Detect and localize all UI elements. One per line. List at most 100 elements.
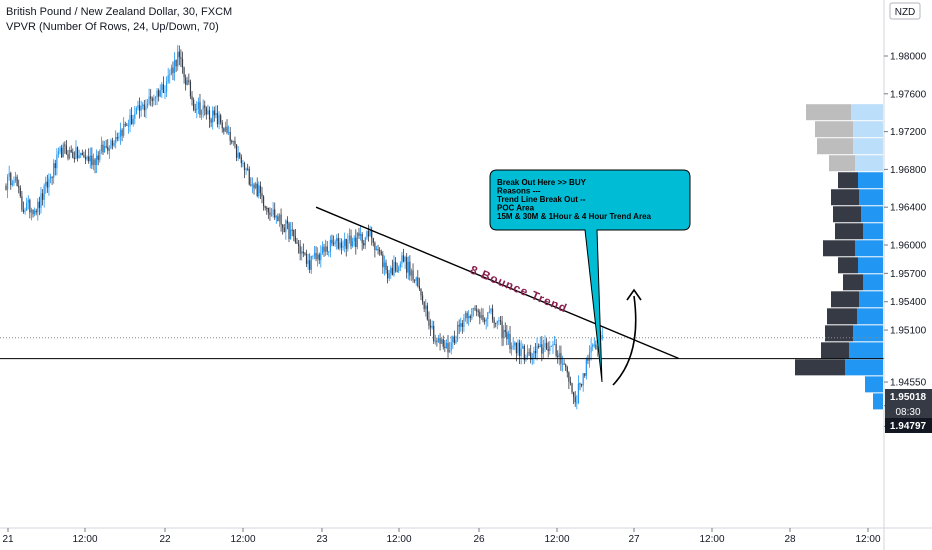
candle-body: [375, 248, 378, 251]
candle: [188, 73, 190, 85]
time-axis[interactable]: 21 12:00 22 12:00 23 12:00 26 12:00 27 12:00 28 12:…: [2, 528, 881, 545]
candle: [256, 177, 258, 198]
candle-body: [102, 144, 104, 153]
candle-body: [331, 239, 333, 244]
candle-body: [26, 202, 28, 211]
indicator-title[interactable]: VPVR (Number Of Rows, 24, Up/Down, 70): [6, 21, 219, 33]
candle-body: [447, 342, 449, 353]
candle: [30, 207, 33, 221]
candle-body: [488, 311, 490, 313]
currency-badge[interactable]: NZD: [889, 2, 921, 20]
level-value: 1.94797: [890, 421, 927, 432]
candle: [10, 171, 12, 190]
candle-body: [189, 81, 192, 97]
candle-body: [522, 346, 524, 349]
candle: [285, 219, 287, 240]
candle: [428, 311, 430, 330]
candle-body: [348, 235, 351, 241]
candle-body: [53, 163, 55, 178]
candle-body: [76, 147, 79, 159]
candle: [24, 207, 26, 215]
symbol-title[interactable]: British Pound / New Zealand Dollar, 30, …: [6, 6, 233, 18]
candle: [57, 147, 60, 158]
candle: [69, 146, 71, 160]
candle-body: [229, 131, 231, 141]
candle: [105, 139, 107, 149]
candle: [528, 348, 530, 356]
x-tick-label: 12:00: [72, 534, 97, 545]
candle-body: [371, 230, 373, 239]
candle: [353, 235, 355, 247]
callout[interactable]: Break Out Here >> BUY Reasons ---Trend Li…: [489, 169, 691, 383]
candle: [86, 155, 88, 162]
candle-body: [461, 323, 463, 327]
candle-body: [574, 396, 576, 403]
candle-body: [472, 308, 475, 310]
x-tick-label: 27: [628, 534, 640, 545]
candle-body: [290, 229, 292, 239]
candle-body: [216, 112, 219, 125]
candle: [296, 238, 298, 244]
candle-body: [40, 193, 42, 208]
candle: [488, 305, 490, 314]
x-tick-label: 26: [473, 534, 485, 545]
candle-body: [69, 149, 71, 159]
vp-up-bar: [863, 274, 883, 291]
candle-body: [517, 342, 519, 354]
candle: [18, 179, 20, 194]
candle: [565, 363, 567, 372]
candle-body: [367, 230, 370, 237]
candle: [21, 191, 23, 212]
candle: [331, 234, 333, 247]
candle-body: [282, 224, 284, 228]
candle: [232, 140, 234, 146]
candle: [96, 149, 98, 174]
candle-body: [577, 383, 579, 403]
candle-body: [154, 97, 157, 99]
candle-body: [374, 242, 376, 251]
candle: [396, 262, 398, 273]
candle-body: [293, 229, 295, 237]
candle-body: [402, 255, 405, 262]
candle: [485, 317, 487, 330]
candle-body: [91, 155, 93, 166]
candle: [312, 255, 314, 260]
candle-body: [339, 242, 341, 249]
candle: [444, 339, 446, 353]
candle: [108, 145, 110, 159]
candle: [283, 224, 285, 233]
candle: [328, 251, 330, 257]
candle: [506, 325, 508, 346]
candle-body: [19, 187, 21, 197]
trend-line[interactable]: [315, 206, 679, 360]
candle: [266, 206, 268, 215]
vp-up-bar: [845, 359, 883, 376]
candle-body: [320, 253, 322, 261]
candle: [445, 339, 448, 349]
last-price-badge: 1.95018: [885, 389, 932, 404]
candle: [309, 253, 311, 274]
candle: [207, 104, 209, 115]
candle-body: [277, 216, 279, 222]
candle: [26, 197, 28, 211]
candle: [286, 216, 289, 230]
candle-body: [159, 90, 161, 97]
candle-body: [388, 273, 390, 279]
candle: [402, 248, 405, 263]
callout-line: 15M & 30M & 1Hour & 4 Hour Trend Area: [497, 212, 652, 221]
candle-body: [307, 260, 309, 264]
vp-down-bar: [833, 206, 861, 223]
candle: [62, 142, 64, 158]
callout-box[interactable]: [489, 169, 691, 383]
candle-body: [62, 144, 64, 158]
candle: [99, 149, 101, 163]
candle: [229, 126, 231, 146]
candle: [65, 140, 68, 155]
candle-body: [107, 146, 109, 151]
candle-body: [404, 257, 406, 262]
candle: [41, 189, 44, 206]
candle-body: [83, 155, 85, 158]
candle: [6, 174, 9, 199]
candle: [275, 215, 277, 224]
